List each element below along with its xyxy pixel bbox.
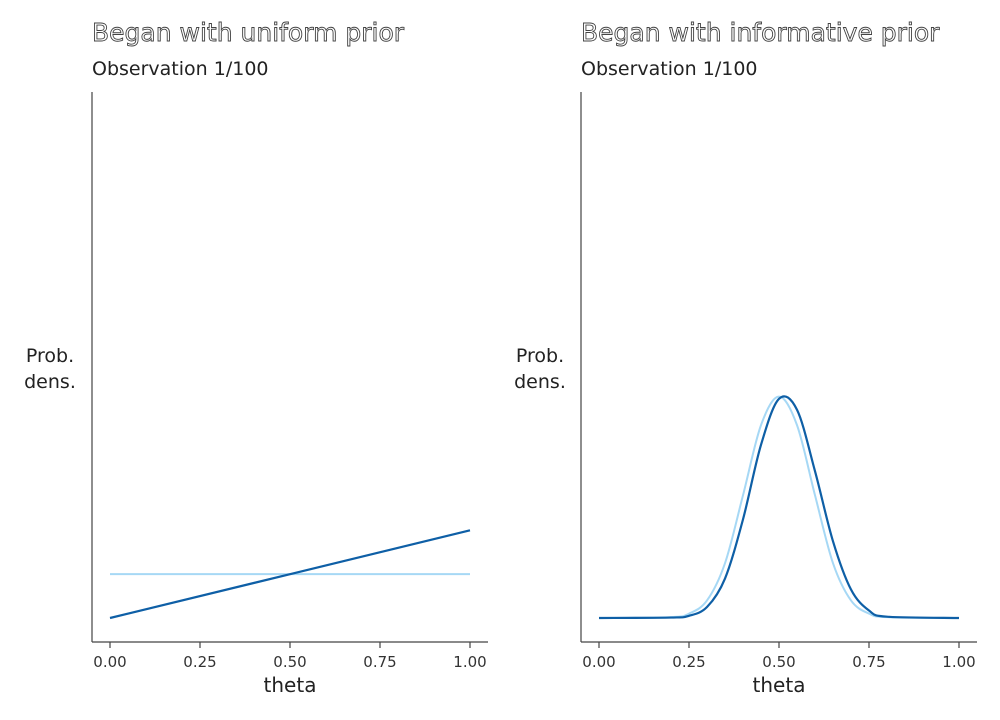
x-tick-label: 1.00 [942,653,975,671]
x-tick-label: 0.25 [183,653,216,671]
y-axis-label-line-2: dens. [514,371,566,393]
x-tick-label: 1.00 [453,653,486,671]
prior-density-line [598,395,960,619]
posterior-density-line [109,529,471,620]
panel-title: Began with informative prior [581,18,940,47]
y-axis-label-line-1: Prob. [516,345,564,367]
x-axis-label: theta [264,673,317,697]
x-tick-label: 0.25 [672,653,705,671]
panel-subtitle: Observation 1/100 [92,58,269,80]
posterior-density-line [598,395,960,620]
x-tick-label: 0.50 [762,653,795,671]
x-tick-label: 0.00 [93,653,126,671]
panel-title: Began with uniform prior [92,18,405,47]
y-axis-label-line-2: dens. [24,371,76,393]
panel-uniform-prior: Began with uniform prior Observation 1/1… [24,18,488,697]
panel-subtitle: Observation 1/100 [581,58,758,80]
x-tick-label: 0.75 [852,653,885,671]
y-axis-label-line-1: Prob. [26,345,74,367]
x-tick-label: 0.00 [582,653,615,671]
x-tick-label: 0.50 [273,653,306,671]
panel-informative-prior: Began with informative prior Observation… [514,18,977,697]
x-tick-label: 0.75 [363,653,396,671]
x-axis-label: theta [753,673,806,697]
